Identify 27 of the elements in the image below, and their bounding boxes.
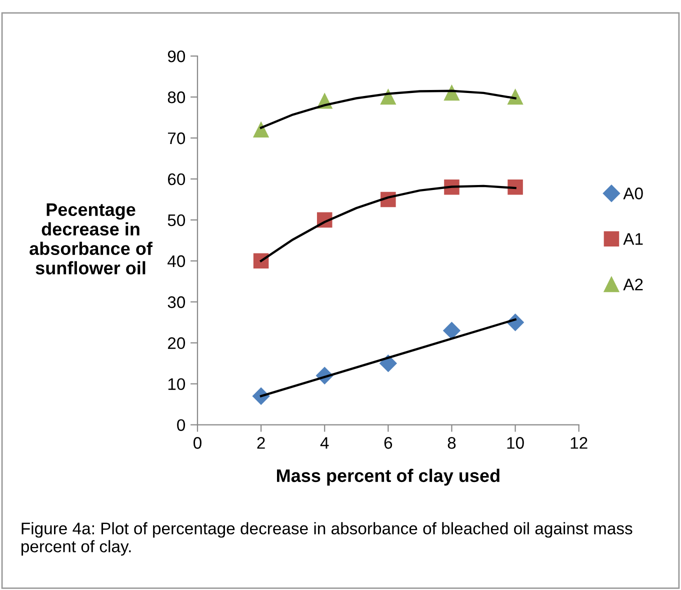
caption: Figure 4a: Plot of percentage decrease in absorbance of bleached oil against mass percent of clay.	[22, 522, 632, 556]
point	[253, 122, 269, 138]
legend-label: A1	[623, 233, 643, 245]
y-tick-label: 10	[168, 378, 186, 390]
y-axis-title: Pecentage decrease in absorbance of sunflower oil	[30, 203, 153, 274]
y-tick-label: 90	[168, 50, 186, 62]
point	[380, 89, 396, 105]
y-tick-label: 50	[168, 214, 186, 226]
x-tick-label: 0	[194, 437, 202, 449]
x-tick-label: 10	[507, 437, 524, 449]
x-tick-label: 8	[448, 437, 456, 449]
y-tick-label: 20	[168, 337, 186, 350]
x-tick-label: 6	[384, 437, 392, 449]
legend-label: A0	[623, 188, 643, 200]
legend-label: A2	[623, 278, 643, 290]
y-tick-label: 0	[177, 419, 186, 432]
point	[508, 180, 523, 195]
x-tick-label: 12	[570, 437, 588, 449]
y-tick-label: 60	[168, 173, 186, 186]
y-tick-label: 70	[168, 132, 186, 144]
y-tick-label: 80	[168, 91, 186, 104]
y-tick-label: 40	[168, 255, 186, 268]
x-tick-label: 4	[320, 437, 329, 449]
point	[443, 322, 460, 340]
x-tick-label: 2	[257, 437, 265, 449]
x-axis-title: Mass percent of clay used	[277, 468, 500, 486]
y-tick-label: 30	[168, 296, 186, 308]
